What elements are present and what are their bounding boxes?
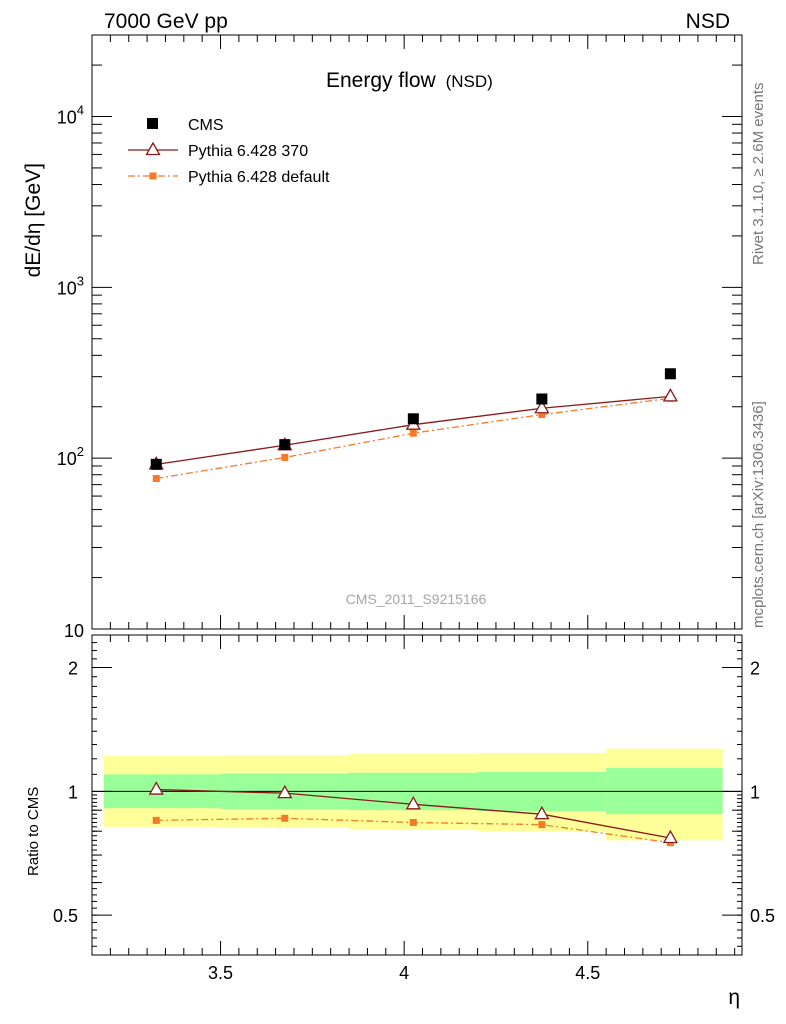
x-tick-label: 4.5 [575,963,600,983]
ratio-pythia370-point [662,829,679,844]
ratio-y-ticks [92,642,742,956]
pythia370-point [534,399,550,414]
ratio-pythia-default-point [152,816,160,824]
upper-y-ticks [92,34,742,630]
ratio-x-tick-labels: 3.5 4 4.5 [208,963,600,983]
rivet-version-label: Rivet 3.1.10, ≥ 2.6M events [750,83,767,266]
cms-point [407,413,419,425]
cms-point [536,393,548,405]
ratio-pythia370-point [148,781,164,795]
tick-label-exponent: 2 [77,444,84,459]
upper-y-tick-label: 10 [64,621,84,641]
ratio-pythia370-point [277,784,293,799]
x-tick-label: 3.5 [208,963,233,983]
pythia-default-point [409,429,417,437]
x-tick-label: 4 [399,963,409,983]
chart-title-suffix: (NSD) [446,72,493,91]
pythia-default-line [156,397,671,480]
ratio-y-tick-label-left: 0.5 [53,906,78,926]
mcplots-reference-label: mcplots.cern.ch [arXiv:1306.3436] [750,401,767,628]
upper-y-tick-label: 104 [57,103,84,128]
legend-pythia370-marker [145,141,161,156]
chart-title: Energy flow (NSD) [326,69,493,92]
ratio-y-tick-label-right: 0.5 [750,906,775,926]
ratio-y-tick-label-left: 2 [68,659,78,679]
upper-x-ticks [109,35,736,629]
x-axis-label: η [728,986,740,1009]
ratio-y-axis-label: Ratio to CMS [25,787,42,876]
pythia-default-point [152,475,160,483]
ratio-y-tick-labels: 0.5 0.5 1 1 2 2 [53,659,775,927]
upper-y-axis-label: dE/dη [GeV] [22,163,45,277]
tick-label-exponent: 3 [77,273,84,288]
ratio-pythia370-point [534,805,550,820]
legend-pythia-default-marker [149,172,157,180]
legend: CMS Pythia 6.428 370 Pythia 6.428 defaul… [128,117,330,186]
ratio-y-tick-label-right: 2 [750,659,760,679]
ratio-pythia-default-point [409,818,417,826]
header-process-label: NSD [686,10,730,33]
upper-data-layer [148,368,679,483]
tick-label-base: 10 [57,278,77,298]
chart-title-main: Energy flow [326,69,437,92]
upper-panel-frame [91,34,743,630]
ratio-panel: 0.5 0.5 1 1 2 2 3.5 4 4.5 Ratio to CMS η [25,634,775,1009]
ratio-data-layer [148,781,679,847]
upper-y-tick-label: 102 [57,444,84,469]
cms-point [150,458,162,470]
pythia370-point [662,388,679,402]
ratio-pythia370-point [405,795,421,810]
legend-cms-label: CMS [188,117,224,134]
legend-pythia-default-label: Pythia 6.428 default [188,169,330,186]
ratio-y-tick-label-left: 1 [68,782,78,802]
pythia-default-point [281,453,289,461]
ratio-pythia-default-point [538,821,546,829]
pythia-default-point [538,411,546,419]
tick-label-base: 10 [57,108,77,128]
ratio-y-tick-label-right: 1 [750,782,760,802]
ratio-pythia-default-point [281,814,289,822]
tick-label-base: 10 [57,449,77,469]
cms-point [279,439,291,451]
cms-point [664,368,676,380]
uncertainty-bands [104,748,723,841]
tick-label-exponent: 4 [77,103,84,118]
legend-pythia370-label: Pythia 6.428 370 [188,143,308,160]
header-energy-label: 7000 GeV pp [104,10,228,33]
legend-cms-marker [147,118,158,129]
reference-tag: CMS_2011_S9215166 [346,591,487,607]
upper-y-tick-label: 103 [57,273,84,298]
ratio-x-ticks [109,635,736,955]
